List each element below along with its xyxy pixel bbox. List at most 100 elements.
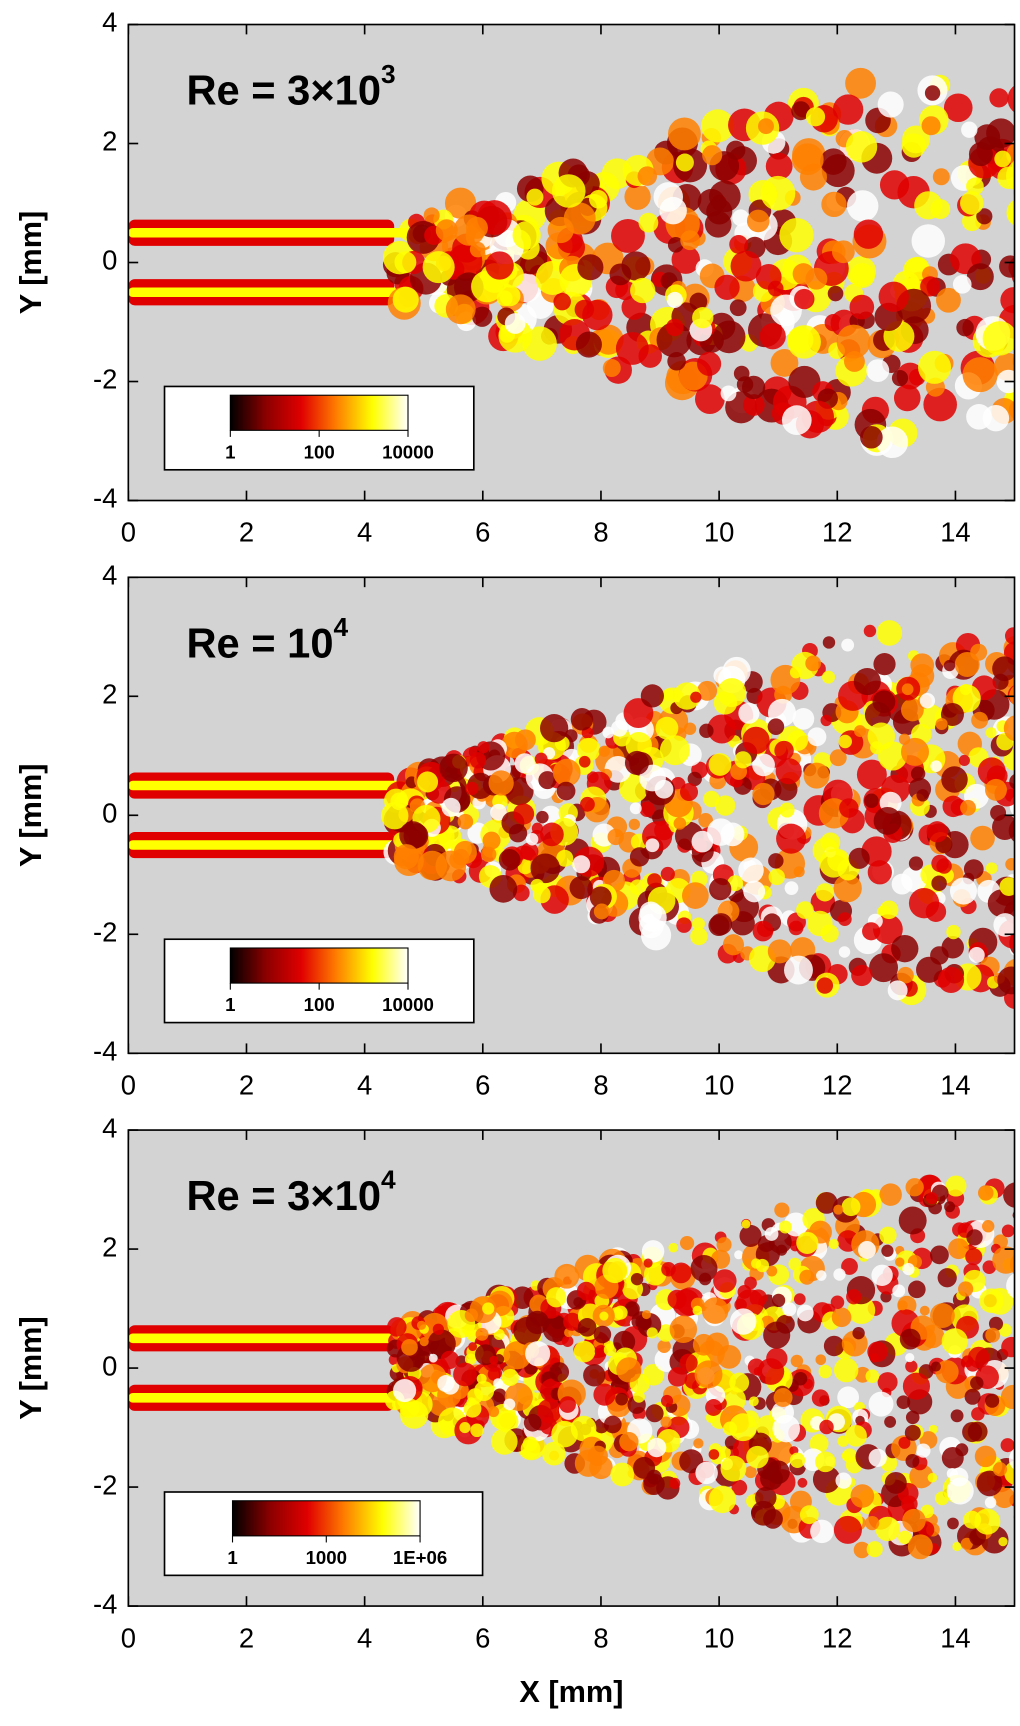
flow-blob: [974, 1508, 1001, 1535]
flow-blob: [937, 1268, 957, 1288]
flow-blob: [743, 394, 765, 416]
y-tick-label: -4: [93, 1036, 117, 1067]
flow-blob: [848, 847, 870, 869]
flow-blob: [784, 881, 799, 895]
flow-blob: [911, 224, 945, 258]
jet-stream: [128, 228, 412, 238]
flow-blob: [793, 1371, 808, 1386]
colorbar-label: 1E+06: [393, 1547, 447, 1568]
flow-blob: [985, 727, 997, 739]
flow-blob: [540, 822, 564, 847]
flow-blob: [673, 817, 687, 830]
flow-blob: [865, 1369, 880, 1383]
flow-blob: [820, 832, 841, 853]
flow-blob: [625, 731, 652, 759]
flow-blob: [907, 1280, 926, 1299]
flow-blob: [578, 755, 591, 768]
flow-blob: [952, 275, 972, 294]
x-tick-label: 0: [121, 1622, 136, 1653]
flow-blob: [966, 1229, 983, 1246]
flow-blob: [667, 1289, 687, 1309]
x-axis-label: X [mm]: [519, 1674, 623, 1709]
flow-blob: [645, 838, 660, 853]
flow-blob: [881, 1244, 894, 1257]
flow-blob: [464, 1308, 479, 1322]
flow-blob: [493, 1378, 503, 1389]
flow-blob: [904, 1424, 921, 1441]
flow-blob: [925, 1192, 938, 1205]
flow-blob: [867, 860, 892, 885]
flow-blob: [573, 1340, 596, 1363]
flow-blob: [947, 1517, 959, 1530]
flow-blob: [660, 1416, 672, 1428]
flow-blob: [999, 255, 1015, 278]
flow-blob: [901, 683, 914, 696]
flow-blob: [730, 250, 762, 282]
colorbar-label: 1: [225, 441, 235, 462]
flow-blob: [799, 1269, 815, 1285]
y-axis-label: Y [mm]: [13, 764, 48, 867]
flow-blob: [512, 221, 541, 250]
flow-blob: [815, 1354, 827, 1365]
flow-blob: [679, 1235, 695, 1251]
flow-blob: [803, 762, 830, 789]
flow-blob: [1017, 423, 1020, 447]
flow-blob: [646, 1327, 658, 1339]
flow-blob: [416, 1320, 427, 1330]
jet-stream: [128, 1393, 412, 1403]
flow-blob: [477, 741, 490, 754]
flow-blob: [902, 1508, 926, 1533]
flow-blob: [862, 922, 881, 941]
flow-blob: [976, 208, 993, 225]
flow-blob: [574, 299, 595, 320]
flow-blob: [927, 1472, 938, 1483]
flow-blob: [835, 1472, 852, 1489]
flow-blob: [716, 1237, 732, 1253]
flow-blob: [815, 883, 835, 902]
flow-blob: [914, 191, 943, 220]
flow-blob: [738, 857, 764, 884]
flow-blob: [971, 1407, 985, 1421]
flow-blob: [994, 150, 1011, 168]
flow-blob: [822, 670, 836, 684]
flow-blob: [589, 190, 608, 209]
flow-blob: [936, 858, 952, 874]
flow-blob: [554, 1263, 580, 1289]
x-tick-label: 4: [357, 517, 372, 548]
flow-blob: [619, 1432, 639, 1452]
flow-blob: [766, 1347, 788, 1370]
flow-blob: [831, 1307, 852, 1328]
flow-blob: [720, 822, 745, 847]
flow-blob: [955, 1443, 969, 1457]
flow-blob: [675, 153, 694, 172]
x-tick-label: 8: [593, 517, 608, 548]
flow-blob: [1001, 1336, 1015, 1358]
flow-blob: [930, 1245, 949, 1265]
flow-blob: [553, 292, 571, 311]
flow-blob: [1016, 787, 1020, 800]
flow-blob: [667, 1367, 688, 1387]
flow-blob: [930, 946, 949, 965]
flow-blob: [496, 290, 513, 307]
flow-blob: [851, 964, 873, 987]
flow-blob: [696, 351, 722, 376]
flow-blob: [992, 673, 1009, 690]
flow-blob: [963, 859, 984, 880]
flow-blob: [713, 1269, 737, 1293]
flow-blob: [901, 866, 927, 893]
flow-blob: [536, 810, 549, 824]
flow-blob: [577, 1317, 597, 1337]
flow-blob: [950, 1409, 964, 1423]
flow-blob: [482, 831, 501, 850]
flow-blob: [918, 350, 952, 384]
flow-blob: [707, 714, 737, 744]
flow-blob: [841, 638, 855, 652]
flow-blob: [417, 850, 448, 881]
flow-blob: [1007, 207, 1015, 224]
flow-blob: [895, 1257, 905, 1267]
flow-blob: [974, 1445, 997, 1468]
flow-blob: [563, 202, 596, 235]
flow-blob: [722, 934, 745, 956]
flow-blob: [660, 1394, 674, 1407]
flow-blob: [708, 1485, 737, 1514]
